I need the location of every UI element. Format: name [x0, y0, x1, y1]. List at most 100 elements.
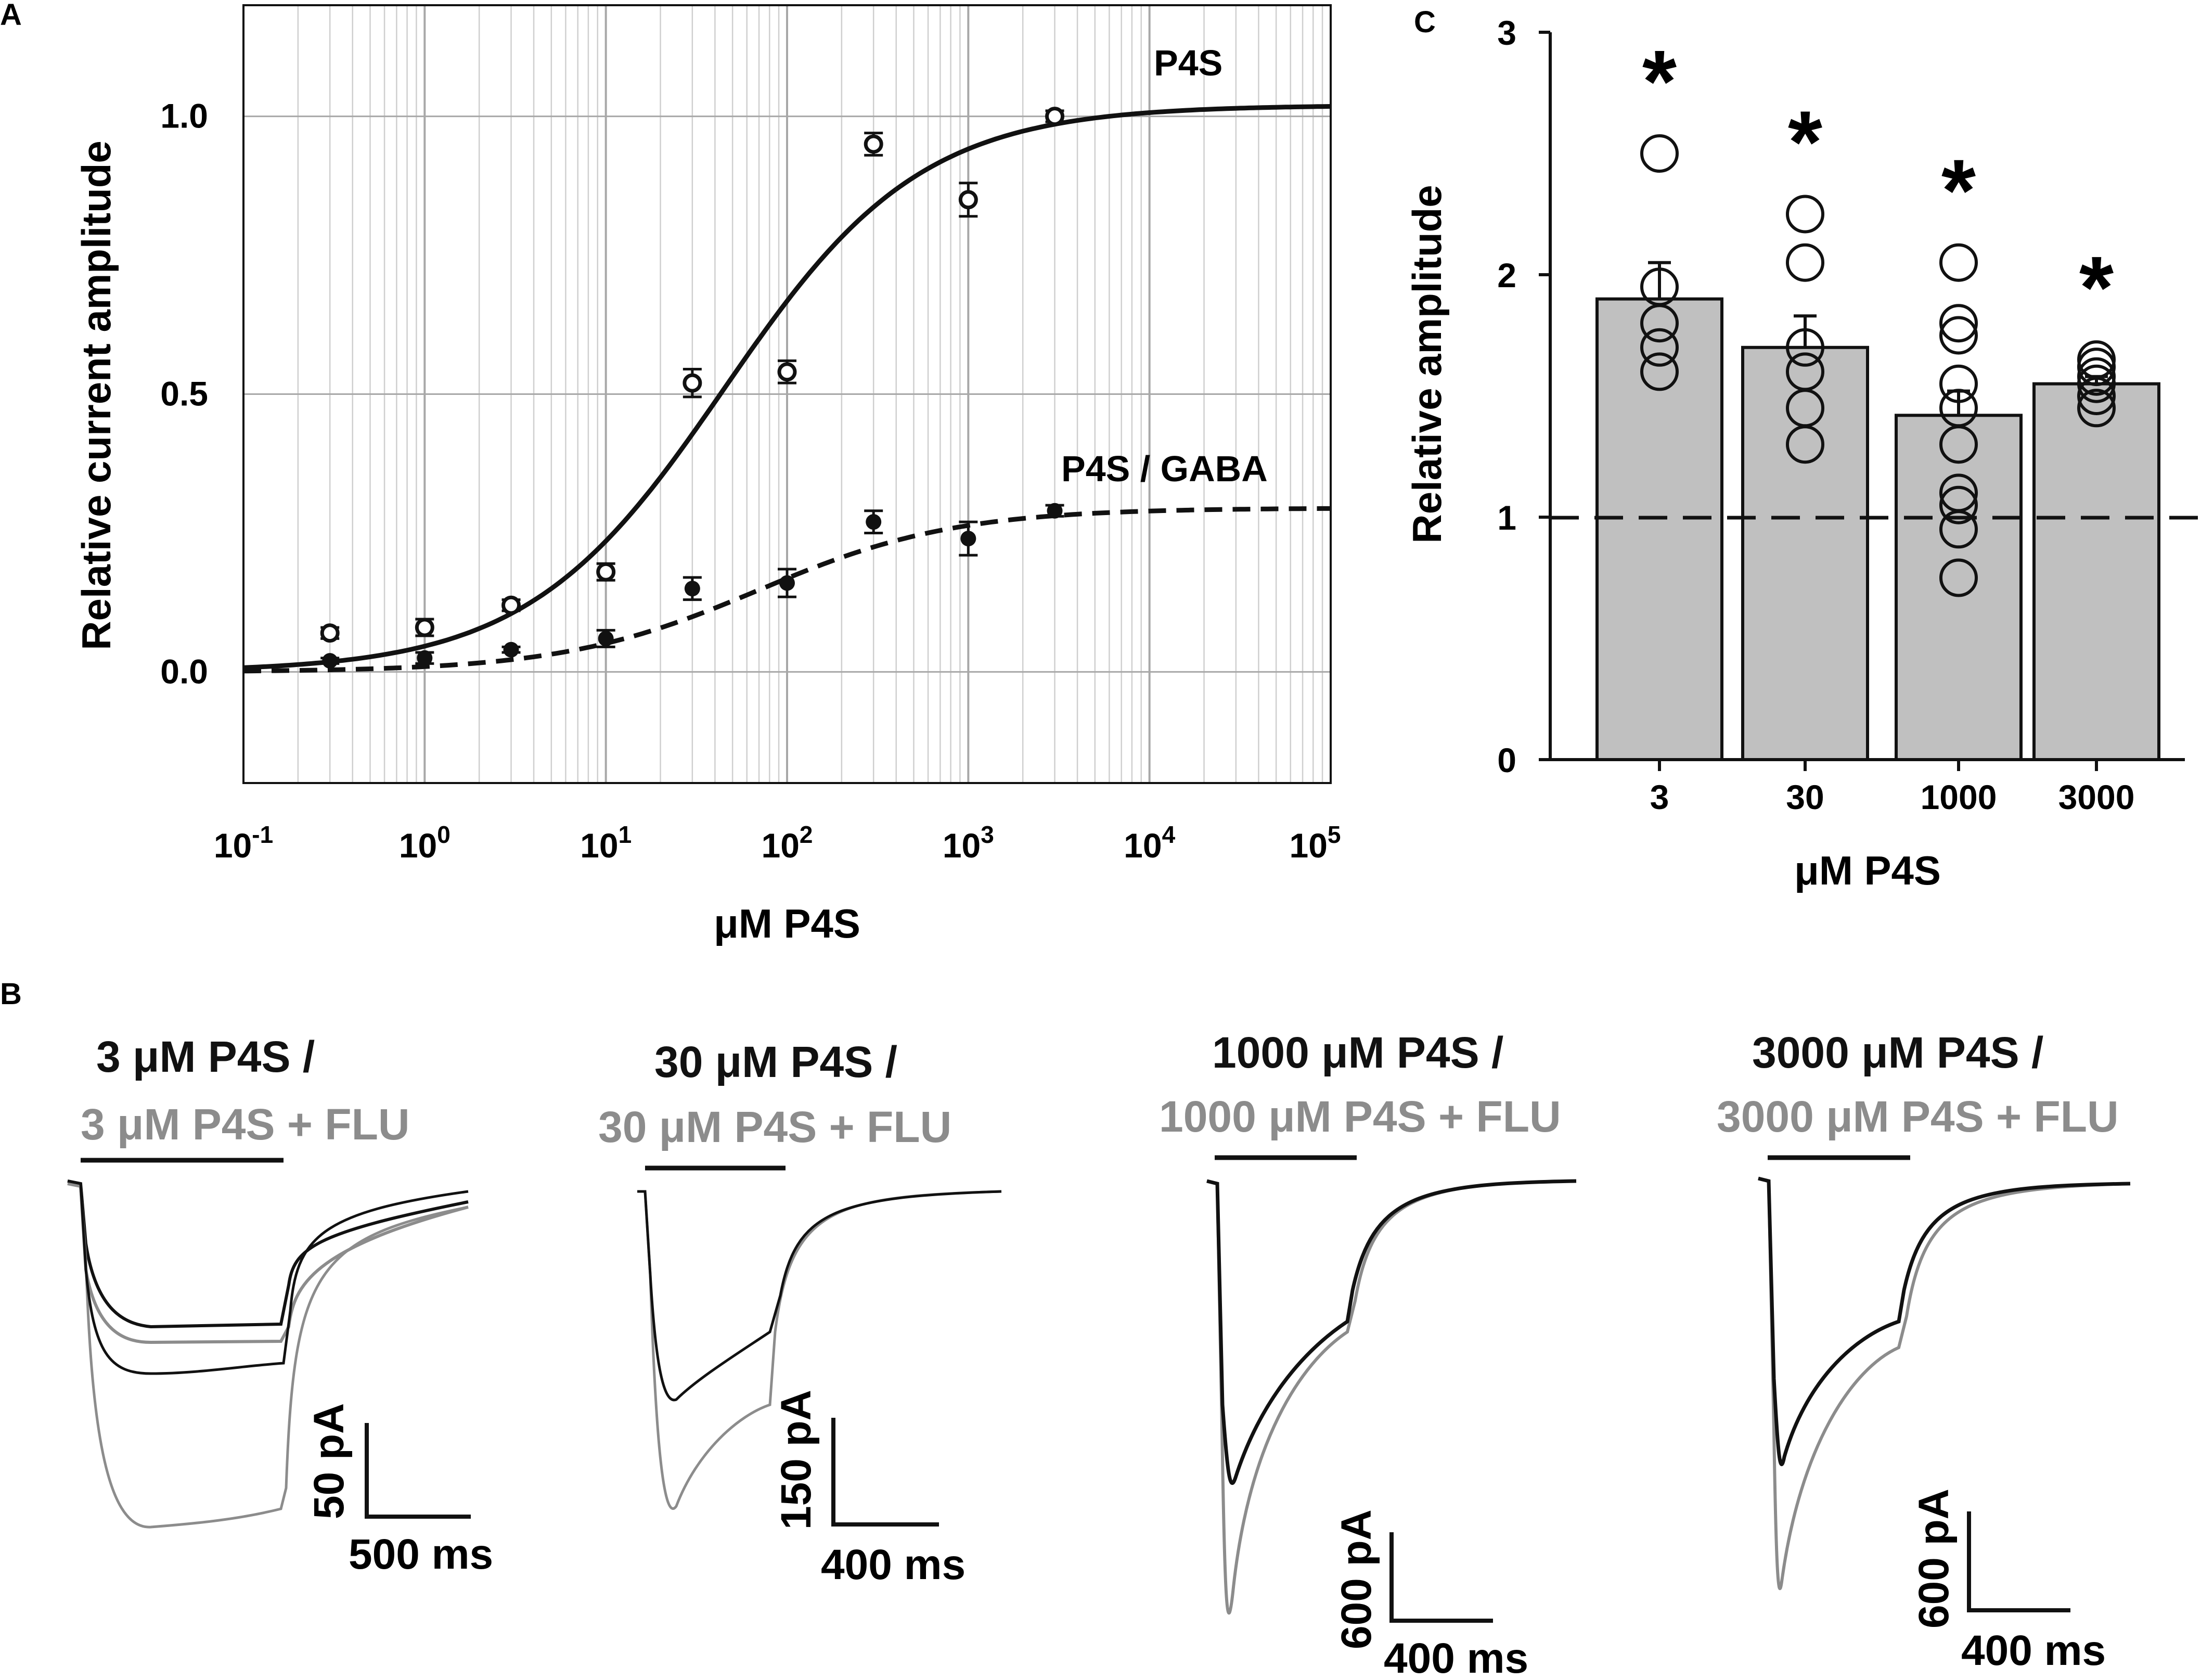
data-point-p4s-gaba: [866, 514, 882, 530]
trace-gray-flu: [67, 1182, 469, 1344]
scale-time: 400 ms: [821, 1541, 966, 1588]
panel-c-bars: [1595, 261, 2160, 761]
panel-a-plot-frame: [242, 4, 1332, 784]
data-point-p4s-gaba: [684, 581, 700, 597]
data-point-p4s-gaba: [598, 631, 614, 647]
panel-a-x-axis-label: μM P4S: [714, 901, 860, 946]
x-tick-label: 30: [1786, 778, 1824, 816]
trace-black: [637, 1190, 1002, 1402]
x-tick-label: 100: [399, 821, 451, 865]
y-tick-label: 0.0: [160, 652, 208, 690]
panel-a-fit-curves: [243, 104, 1331, 674]
data-point-p4s: [683, 373, 702, 393]
bar: [2032, 382, 2160, 761]
individual-point: [1939, 389, 1978, 428]
panel-c-significance-stars: * * * *: [1642, 32, 2114, 337]
panel-a-grid: [242, 5, 1331, 783]
individual-point: [1939, 558, 1978, 597]
individual-point: [1939, 316, 1978, 355]
scale-bar: [1389, 1532, 1493, 1623]
data-point-p4s-gaba: [1047, 503, 1063, 519]
y-tick-label: 0.5: [160, 375, 208, 413]
individual-point: [1939, 304, 1978, 343]
scale-bar: [1967, 1511, 2070, 1612]
trace-label-black: 3000 μM P4S /: [1752, 1028, 2043, 1077]
trace-black: [67, 1179, 469, 1329]
individual-point: [1939, 243, 1978, 282]
data-point-p4s: [501, 595, 521, 615]
individual-point: [1786, 328, 1824, 367]
y-tick-label: 2: [1497, 256, 1516, 294]
panel-c-letter: C: [1414, 5, 1436, 39]
scale-bar: [365, 1423, 471, 1519]
y-tick-label: 1.0: [160, 97, 208, 135]
x-tick-label: 103: [943, 821, 994, 865]
data-point-p4s-gaba: [503, 642, 519, 658]
scale-time: 400 ms: [1961, 1627, 2106, 1674]
significance-star: *: [1642, 32, 1677, 131]
panel-b-letter: B: [0, 977, 22, 1011]
scale-time: 400 ms: [1384, 1635, 1528, 1680]
individual-point: [1640, 134, 1679, 173]
individual-point: [2077, 389, 2116, 428]
x-tick-label: 3: [1650, 778, 1669, 816]
panel-a-x-tick-labels: 10-1 100 101 102 103 104 105: [214, 821, 1341, 865]
individual-point: [1786, 352, 1824, 391]
individual-point: [1640, 352, 1679, 391]
panel-c: C * * * * 0 1 2 3 3 30 1000 3000 μM P4S Relative …: [1404, 5, 2201, 893]
scale-current: 50 pA: [305, 1403, 353, 1519]
scale-time: 500 ms: [349, 1531, 493, 1578]
data-point-p4s-gaba: [322, 653, 338, 669]
trace-black: [1758, 1176, 2131, 1467]
curve-label-p4s: P4S: [1154, 43, 1222, 83]
scale-current: 600 pA: [1333, 1509, 1380, 1649]
trace-label-gray: 3000 μM P4S + FLU: [1717, 1092, 2119, 1141]
bar: [1895, 414, 2023, 761]
panel-a-data-points: [320, 107, 1065, 669]
significance-star: *: [2079, 238, 2114, 337]
data-point-p4s-gaba: [417, 650, 433, 666]
trace-group-1000: 1000 μM P4S / 1000 μM P4S + FLU 600 pA 4…: [1159, 1028, 1577, 1680]
data-point-p4s: [415, 618, 434, 637]
curve-label-p4s-gaba: P4S / GABA: [1061, 448, 1268, 489]
trace-black: [1206, 1179, 1577, 1485]
individual-point: [1939, 485, 1978, 524]
x-tick-label: 101: [580, 821, 632, 865]
panel-a-y-tick-labels: 0.0 0.5 1.0: [160, 97, 208, 691]
panel-b: B 3 μM P4S / 3 μM P4S + FLU 50 pA 500 ms…: [0, 977, 2131, 1680]
panel-a: A 10-1 100 101 102 103 104 105 0.0 0.5 1.0 P4S P…: [0, 0, 1341, 946]
panel-c-individual-points: [1640, 134, 2116, 597]
scale-current: 150 pA: [773, 1390, 820, 1530]
trace-label-black: 30 μM P4S /: [654, 1037, 897, 1086]
scale-current: 600 pA: [1910, 1489, 1958, 1628]
data-point-p4s: [1045, 107, 1065, 126]
trace-label-gray: 3 μM P4S + FLU: [81, 1100, 410, 1149]
data-point-p4s: [596, 562, 616, 582]
scale-bar: [831, 1418, 939, 1527]
individual-point: [1939, 473, 1978, 512]
trace-group-3: 3 μM P4S / 3 μM P4S + FLU 50 pA 500 ms: [67, 1032, 493, 1578]
individual-point: [2077, 340, 2116, 379]
x-tick-label: 10-1: [214, 821, 273, 865]
x-tick-label: 105: [1289, 821, 1341, 865]
individual-point: [1786, 195, 1824, 234]
individual-point: [1939, 364, 1978, 403]
trace-gray-flu-peak: [67, 1182, 469, 1529]
data-point-p4s: [320, 623, 340, 643]
x-tick-label: 1000: [1921, 778, 1997, 816]
trace-gray-flu: [1758, 1177, 2131, 1591]
panel-c-x-tick-labels: 3 30 1000 3000: [1650, 760, 2134, 816]
individual-point: [1640, 267, 1679, 306]
significance-star: *: [1941, 142, 1976, 240]
data-point-p4s: [864, 134, 883, 154]
trace-label-black: 1000 μM P4S /: [1212, 1028, 1503, 1077]
trace-black-main: [67, 1179, 469, 1375]
bar: [1595, 297, 1723, 761]
data-point-p4s-gaba: [960, 531, 976, 547]
y-tick-label: 1: [1497, 498, 1516, 537]
individual-point: [1786, 243, 1824, 282]
panel-c-x-axis-label: μM P4S: [1794, 848, 1941, 893]
significance-star: *: [1788, 93, 1822, 192]
y-tick-label: 3: [1497, 14, 1516, 52]
